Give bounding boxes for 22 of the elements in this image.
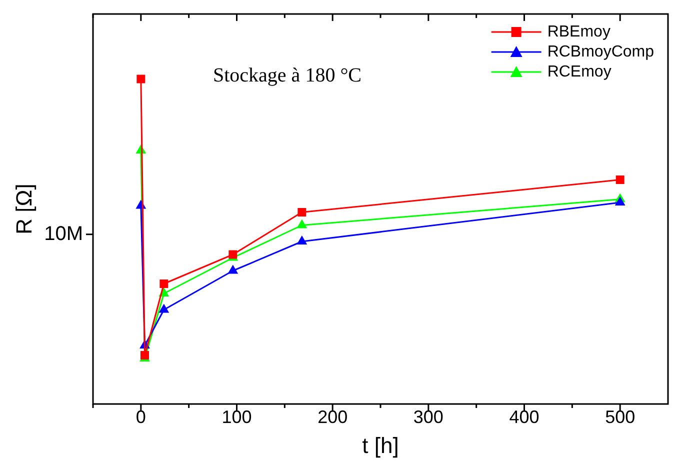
point: [616, 176, 624, 184]
x-tick-label: 300: [413, 406, 444, 427]
y-axis-title: R [Ω]: [11, 184, 36, 234]
x-tick-label: 400: [509, 406, 540, 427]
x-tick-label: 100: [222, 406, 252, 427]
point: [158, 304, 170, 313]
point: [296, 236, 308, 244]
x-tick-label: 0: [136, 406, 146, 427]
point: [160, 280, 168, 288]
x-tick-label: 500: [605, 406, 636, 427]
annotation: Stockage à 180 °C: [213, 64, 362, 86]
point: [296, 219, 308, 228]
legend-label: RCEmoy: [547, 63, 612, 80]
legend-label: RBEmoy: [547, 23, 610, 40]
text: 10M: [44, 222, 83, 245]
point: [614, 196, 626, 206]
point: [228, 264, 238, 274]
point: [136, 74, 146, 84]
point: [298, 208, 306, 216]
x-tick-label: 200: [318, 406, 348, 427]
x-axis-title: t [h]: [362, 432, 399, 458]
legend-label: RCBmoyComp: [547, 43, 654, 60]
